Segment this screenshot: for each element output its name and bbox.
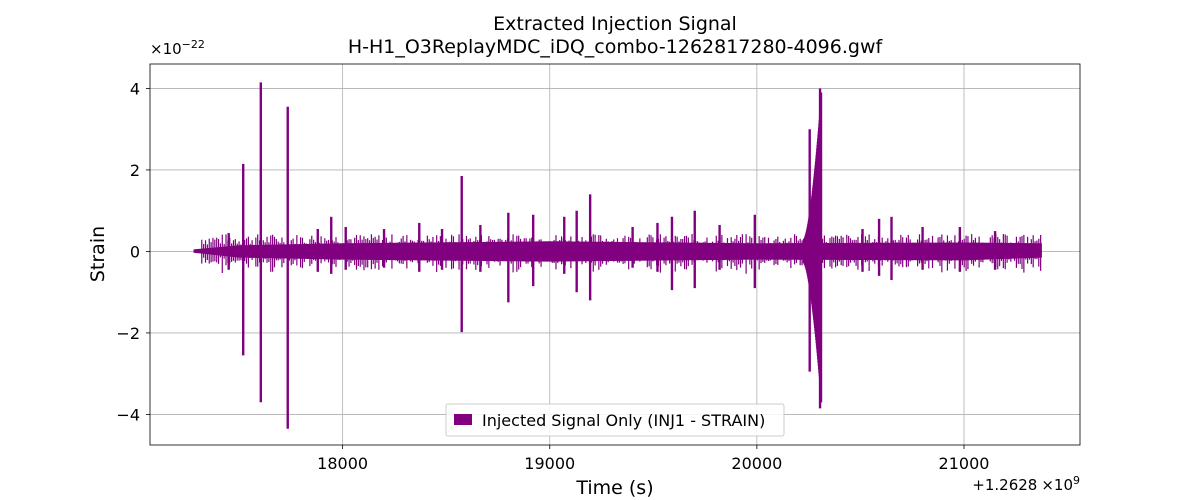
- signal-chirp: [802, 92, 823, 403]
- legend-swatch: [454, 414, 472, 425]
- x-tick-label: 18000: [317, 454, 368, 473]
- x-axis: 18000 19000 20000 21000: [317, 445, 989, 473]
- y-tick-label: −2: [116, 324, 140, 343]
- y-tick-label: −4: [116, 405, 140, 424]
- x-offset-label: +1.2628 ×109: [972, 474, 1080, 494]
- chart-subtitle: H-H1_O3ReplayMDC_iDQ_combo-1262817280-40…: [348, 36, 884, 58]
- y-scale-base: ×10: [150, 40, 182, 58]
- x-tick-label: 20000: [731, 454, 782, 473]
- x-tick-label: 19000: [524, 454, 575, 473]
- legend: Injected Signal Only (INJ1 - STRAIN): [445, 403, 785, 437]
- legend-label: Injected Signal Only (INJ1 - STRAIN): [482, 411, 765, 430]
- y-axis-label: Strain: [87, 226, 109, 282]
- x-offset-value: +1.2628: [972, 476, 1037, 494]
- y-tick-label: 4: [130, 79, 140, 98]
- axes-frame: [149, 63, 1081, 446]
- plot-area: [193, 82, 1042, 429]
- x-tick-label: 21000: [939, 454, 990, 473]
- x-axis-label: Time (s): [575, 477, 653, 499]
- y-scale-exponent: −22: [182, 38, 205, 51]
- chart-title: Extracted Injection Signal: [493, 13, 737, 35]
- y-scale-multiplier: ×10−22: [150, 38, 205, 58]
- y-tick-label: 0: [130, 242, 140, 261]
- x-offset-exponent: 9: [1073, 474, 1080, 487]
- x-offset-times: ×10: [1041, 476, 1073, 494]
- y-tick-label: 2: [130, 161, 140, 180]
- legend-box: [445, 403, 785, 437]
- y-axis: −4 −2 0 2 4: [116, 79, 150, 424]
